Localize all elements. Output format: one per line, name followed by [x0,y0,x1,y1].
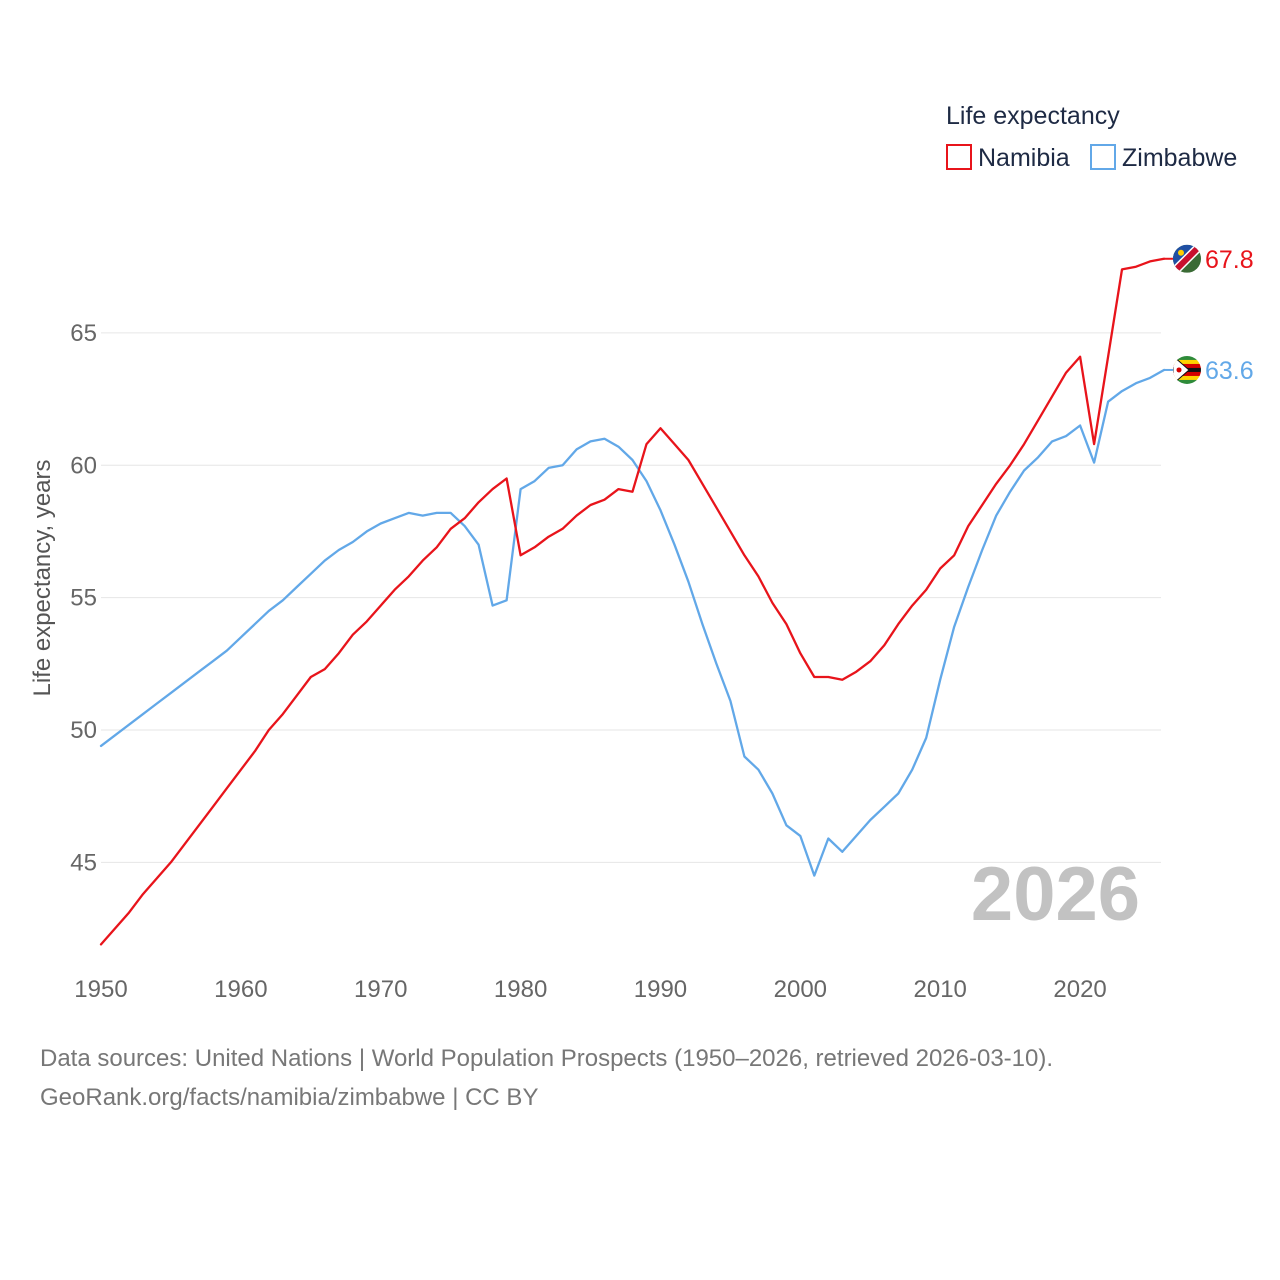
legend-item-namibia[interactable]: Namibia [946,144,1070,172]
series-line-namibia [99,257,1166,946]
y-tick-label-50: 50 [70,717,97,744]
year-watermark: 2026 [971,852,1140,937]
namibia-flag-icon [1173,244,1201,273]
x-tick-label-1980: 1980 [494,976,547,1003]
legend: Life expectancy Namibia Zimbabwe [946,102,1237,172]
end-value-label-namibia: 67.8 [1205,246,1254,274]
y-tick-label-60: 60 [70,452,97,479]
x-tick-label-1990: 1990 [634,976,687,1003]
y-axis-title: Life expectancy, years [29,459,56,696]
x-tick-label-1960: 1960 [214,976,267,1003]
legend-swatch-namibia [946,144,972,170]
legend-label-namibia: Namibia [978,144,1070,172]
legend-title: Life expectancy [946,102,1120,130]
legend-label-zimbabwe: Zimbabwe [1122,144,1237,172]
end-markers: 67.8 63.6 [1164,244,1254,385]
y-tick-label-45: 45 [70,849,97,876]
series-lines [99,257,1166,946]
legend-item-zimbabwe[interactable]: Zimbabwe [1090,144,1237,172]
x-tick-label-2020: 2020 [1053,976,1106,1003]
series-line-zimbabwe [99,368,1166,877]
y-tick-label-65: 65 [70,320,97,347]
zimbabwe-flag-icon [1173,355,1201,384]
end-marker-namibia: 67.8 [1164,244,1254,274]
x-tick-label-1950: 1950 [74,976,127,1003]
data-sources-note: Data sources: United Nations | World Pop… [40,1045,1054,1072]
x-axis: 1950 1960 1970 1980 1990 2000 2010 2020 [74,976,1106,1003]
credit-link[interactable]: GeoRank.org/facts/namibia/zimbabwe | CC … [40,1084,539,1111]
y-tick-label-55: 55 [70,585,97,612]
x-tick-label-1970: 1970 [354,976,407,1003]
x-tick-label-2000: 2000 [774,976,827,1003]
end-value-label-zimbabwe: 63.6 [1205,357,1254,385]
end-marker-zimbabwe: 63.6 [1164,355,1254,385]
legend-swatch-zimbabwe [1090,144,1116,170]
grid-lines [101,332,1161,863]
x-tick-label-2010: 2010 [914,976,967,1003]
y-axis: 45 50 55 60 65 [70,320,97,876]
